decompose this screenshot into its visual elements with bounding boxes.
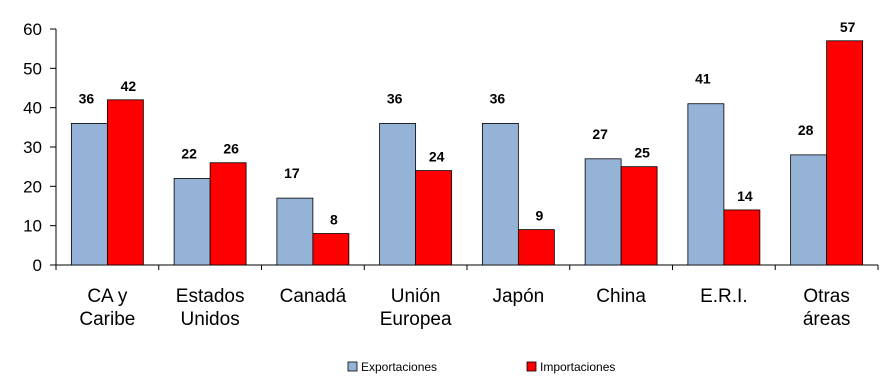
data-label: 36 bbox=[79, 90, 95, 106]
y-tick-label: 30 bbox=[23, 138, 42, 157]
category-label: China bbox=[596, 286, 646, 307]
category-label: CA y Caribe bbox=[79, 286, 135, 330]
data-label: 27 bbox=[592, 126, 608, 142]
category-label: Unión Europea bbox=[380, 286, 452, 330]
category-label-line: áreas bbox=[803, 309, 851, 330]
bars bbox=[70, 40, 864, 266]
category-label-line: Estados bbox=[176, 286, 245, 307]
bar-importaciones-2 bbox=[312, 233, 350, 266]
data-label: 17 bbox=[284, 165, 300, 181]
bar-exportaciones-7 bbox=[790, 154, 828, 266]
bar-exportaciones-2 bbox=[276, 197, 314, 266]
x-axis: CA y Caribe Estados Unidos Canadá Unión Europe… bbox=[55, 264, 879, 330]
category-label-line: Unidos bbox=[181, 309, 240, 330]
bar-exportaciones-1 bbox=[173, 178, 211, 266]
legend-label: Exportaciones bbox=[361, 360, 437, 374]
bar-importaciones-6 bbox=[723, 209, 761, 266]
y-tick-label: 50 bbox=[23, 59, 42, 78]
y-tick-label: 20 bbox=[23, 177, 42, 196]
data-label: 36 bbox=[387, 90, 403, 106]
data-label: 57 bbox=[840, 19, 856, 35]
legend-swatch bbox=[526, 361, 537, 372]
category-label-line: CA y bbox=[87, 286, 128, 307]
y-axis: 0 10 20 30 40 50 60 bbox=[23, 20, 57, 275]
bar-exportaciones-5 bbox=[584, 158, 622, 266]
category-label-line: Europea bbox=[380, 309, 452, 330]
y-tick-label: 10 bbox=[23, 217, 42, 236]
data-label: 25 bbox=[634, 145, 650, 161]
bar-exportaciones-0 bbox=[70, 123, 108, 266]
bar-importaciones-1 bbox=[209, 162, 247, 266]
category-label: Otras áreas bbox=[803, 286, 851, 330]
category-label-line: Japón bbox=[492, 286, 544, 307]
bar-exportaciones-4 bbox=[481, 123, 519, 266]
bar-importaciones-5 bbox=[620, 166, 658, 266]
data-label: 22 bbox=[181, 145, 197, 161]
data-label: 36 bbox=[490, 90, 506, 106]
bar-exportaciones-6 bbox=[687, 103, 725, 266]
data-labels: 36 22 17 36 36 27 41 28 42 26 8 24 9 25 14 57 bbox=[79, 19, 856, 228]
legend-label: Importaciones bbox=[540, 360, 615, 374]
data-label: 14 bbox=[737, 188, 753, 204]
category-label: Estados Unidos bbox=[176, 286, 245, 330]
y-tick-label: 0 bbox=[33, 256, 42, 275]
legend-swatch bbox=[347, 361, 358, 372]
bar-exportaciones-3 bbox=[379, 123, 417, 266]
legend: Exportaciones Importaciones bbox=[347, 360, 615, 374]
category-label-line: E.R.I. bbox=[700, 286, 748, 307]
data-label: 26 bbox=[223, 141, 239, 157]
category-label: Japón bbox=[492, 286, 544, 307]
category-label-line: Unión bbox=[391, 286, 441, 307]
y-tick-label: 60 bbox=[23, 20, 42, 39]
category-label-line: Otras bbox=[803, 286, 849, 307]
bar-importaciones-4 bbox=[517, 229, 555, 266]
data-label: 42 bbox=[121, 78, 137, 94]
category-label-line: Caribe bbox=[79, 309, 135, 330]
data-label: 9 bbox=[535, 208, 543, 224]
y-tick-label: 40 bbox=[23, 99, 42, 118]
category-label: E.R.I. bbox=[700, 286, 748, 307]
data-label: 41 bbox=[695, 71, 711, 87]
data-label: 24 bbox=[429, 149, 445, 165]
category-label-line: China bbox=[596, 286, 646, 307]
category-label: Canadá bbox=[280, 286, 347, 307]
bar-importaciones-7 bbox=[826, 40, 864, 266]
bar-importaciones-0 bbox=[106, 99, 144, 266]
data-label: 28 bbox=[798, 122, 814, 138]
data-label: 8 bbox=[330, 212, 338, 228]
bar-importaciones-3 bbox=[415, 170, 453, 266]
category-label-line: Canadá bbox=[280, 286, 347, 307]
